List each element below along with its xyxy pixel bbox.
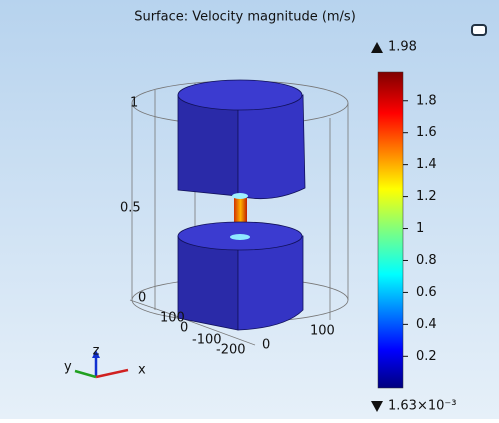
plot-title: Surface: Velocity magnitude (m/s) <box>134 10 356 25</box>
triad-label: z <box>93 344 100 359</box>
y-tick-label: 100 <box>160 311 185 326</box>
colorbar-tick-label: 1.2 <box>416 189 437 204</box>
y-tick-label: -100 <box>192 333 222 348</box>
z-tick-label: 0.5 <box>120 201 141 216</box>
z-tick-label: 0 <box>138 291 146 306</box>
colorbar <box>377 71 404 389</box>
max-marker <box>371 42 383 53</box>
lower-block <box>177 221 304 331</box>
min-marker <box>371 401 383 412</box>
colorbar-tick-label: 1 <box>416 221 424 236</box>
y-tick-label: -200 <box>216 343 246 358</box>
upper-block <box>177 79 306 200</box>
colorbar-min-label: 1.63×10⁻³ <box>388 399 456 414</box>
colorbar-tick-label: 1.6 <box>416 125 437 140</box>
colorbar-tick-label: 0.8 <box>416 253 437 268</box>
x-tick-label: 0 <box>262 338 270 353</box>
z-tick-label: 1 <box>130 96 138 111</box>
hotspot <box>232 193 248 199</box>
colorbar-tick-label: 1.8 <box>416 93 437 108</box>
colorbar-tick-label: 0.6 <box>416 285 437 300</box>
triad-label: y <box>64 360 72 375</box>
colorbar-max-label: 1.98 <box>388 40 417 55</box>
colorbar-tick-label: 0.2 <box>416 349 437 364</box>
y-tick-label: 0 <box>180 321 188 336</box>
triad-label: x <box>138 363 146 378</box>
colorbar-tick-label: 1.4 <box>416 157 437 172</box>
axis-triad <box>74 350 129 379</box>
colorbar-tick-label: 0.4 <box>416 317 437 332</box>
view-icon[interactable] <box>471 24 487 36</box>
x-tick-label: 100 <box>310 324 335 339</box>
